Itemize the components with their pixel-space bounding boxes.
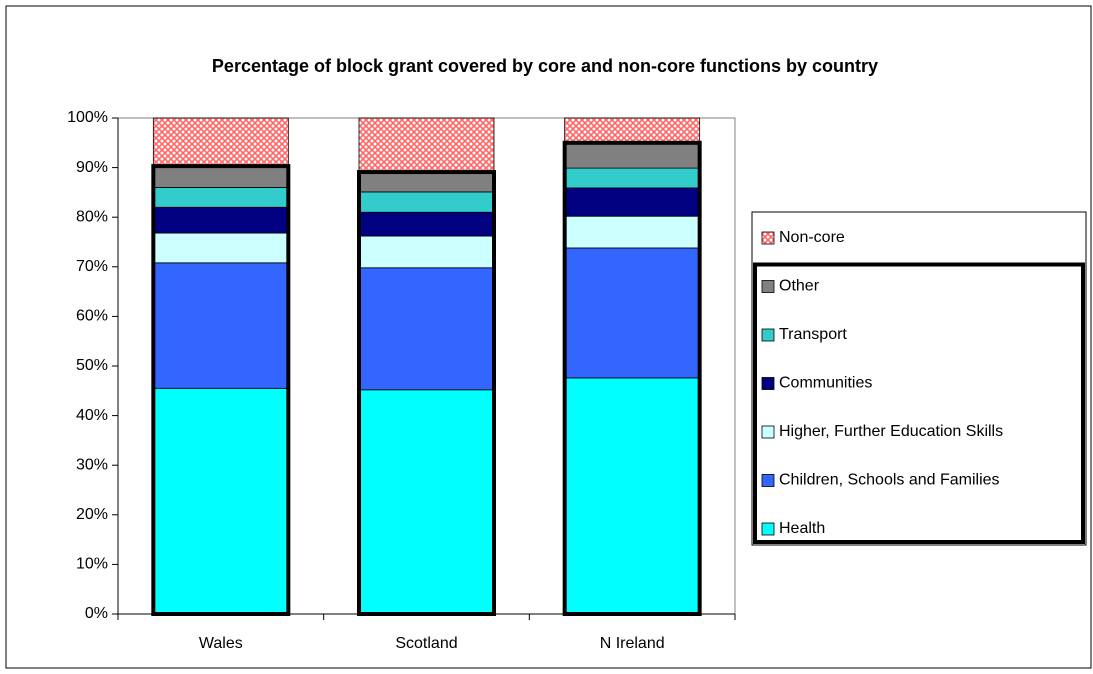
y-tick-label: 30% [76, 456, 108, 473]
legend-label: Children, Schools and Families [779, 472, 1000, 489]
legend-swatch [761, 522, 775, 536]
y-tick-label: 50% [76, 357, 108, 374]
bar-segment [358, 117, 495, 173]
legend-swatch [761, 474, 775, 487]
bar-segment [358, 267, 495, 391]
x-tick-label: Wales [199, 635, 243, 652]
y-tick-label: 40% [76, 407, 108, 424]
y-tick-label: 70% [76, 258, 108, 275]
bar-segment [358, 171, 495, 193]
bar-segment [564, 377, 701, 615]
legend-label: Non-core [779, 229, 845, 246]
y-tick-label: 20% [76, 506, 108, 523]
y-tick-label: 0% [85, 605, 108, 622]
bar-segment [152, 165, 289, 188]
legend-box [751, 211, 1087, 546]
bar-segment [564, 167, 701, 189]
y-tick-label: 90% [76, 159, 108, 176]
bar-segment [152, 232, 289, 264]
bar-segment [152, 187, 289, 208]
bar-segment [152, 262, 289, 389]
core-outline [357, 170, 496, 616]
legend-swatch [761, 231, 775, 245]
bar-segment [358, 389, 495, 615]
x-tick-label: N Ireland [600, 635, 665, 652]
y-tick-label: 60% [76, 308, 108, 325]
bar-segment [152, 206, 289, 234]
bar-segment [564, 117, 701, 144]
legend-label: Higher, Further Education Skills [779, 423, 1003, 440]
legend-core-outline [753, 262, 1085, 544]
legend-swatch [761, 280, 775, 293]
legend-label: Communities [779, 375, 872, 392]
bar-segment [358, 235, 495, 269]
core-outline [562, 140, 702, 617]
y-tick-label: 100% [67, 109, 108, 126]
bar-segment [564, 215, 701, 249]
y-tick-label: 10% [76, 556, 108, 573]
bar-segment [564, 187, 701, 217]
bar-segment [152, 387, 289, 615]
bar-segment [358, 211, 495, 237]
core-outline [151, 164, 291, 616]
bar-segment [152, 117, 289, 167]
y-tick-label: 80% [76, 208, 108, 225]
bar-segment [358, 191, 495, 213]
bar-segment [564, 247, 701, 379]
chart-title: Percentage of block grant covered by cor… [211, 56, 879, 76]
chart-frame [5, 5, 1092, 669]
legend-label: Transport [779, 326, 847, 343]
bar-segment [564, 142, 701, 169]
legend-label: Health [779, 520, 825, 537]
x-tick-label: Scotland [395, 635, 457, 652]
legend-swatch [761, 328, 775, 342]
legend-swatch [761, 377, 775, 390]
legend-swatch [761, 425, 775, 439]
legend-label: Other [779, 278, 820, 295]
